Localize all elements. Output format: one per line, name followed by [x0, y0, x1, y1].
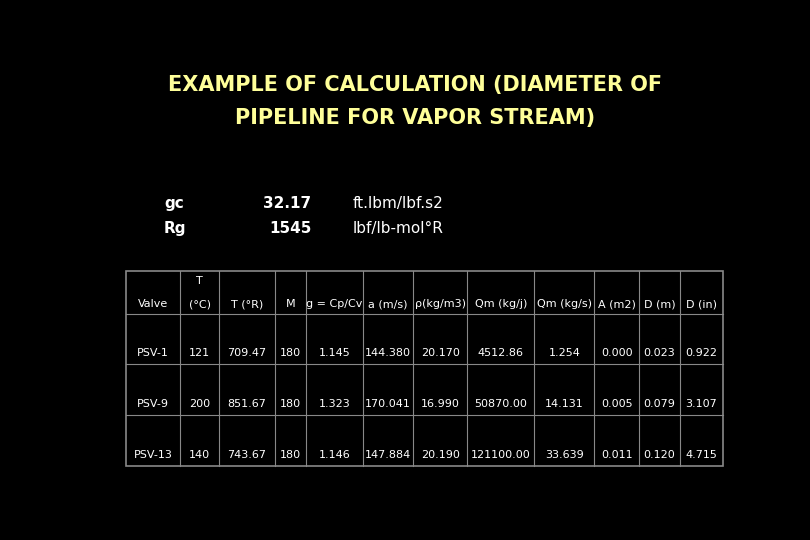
Text: 1.254: 1.254 [548, 348, 580, 358]
Text: 50870.00: 50870.00 [475, 399, 527, 409]
Text: 1.145: 1.145 [318, 348, 351, 358]
Text: 16.990: 16.990 [421, 399, 459, 409]
Text: 4512.86: 4512.86 [478, 348, 524, 358]
Text: 0.120: 0.120 [644, 450, 676, 460]
Text: D (m): D (m) [644, 299, 676, 309]
Text: 121100.00: 121100.00 [471, 450, 531, 460]
Text: 144.380: 144.380 [365, 348, 411, 358]
Text: 743.67: 743.67 [228, 450, 266, 460]
Text: 0.011: 0.011 [601, 450, 633, 460]
Text: 14.131: 14.131 [545, 399, 584, 409]
Text: Qm (kg/j): Qm (kg/j) [475, 299, 527, 309]
Text: 0.023: 0.023 [644, 348, 676, 358]
Text: 200: 200 [189, 399, 210, 409]
Text: g = Cp/Cv: g = Cp/Cv [306, 299, 363, 309]
Text: T (°R): T (°R) [231, 299, 263, 309]
Text: 0.079: 0.079 [644, 399, 676, 409]
Text: Rg: Rg [164, 221, 186, 236]
Text: T: T [196, 276, 203, 286]
Text: 1.323: 1.323 [318, 399, 351, 409]
Text: 0.922: 0.922 [685, 348, 718, 358]
Text: 0.000: 0.000 [601, 348, 633, 358]
Text: 121: 121 [189, 348, 210, 358]
Text: 709.47: 709.47 [228, 348, 266, 358]
Text: 4.715: 4.715 [685, 450, 718, 460]
Text: 147.884: 147.884 [364, 450, 411, 460]
Text: 170.041: 170.041 [365, 399, 411, 409]
Text: 33.639: 33.639 [545, 450, 584, 460]
Text: PSV-13: PSV-13 [134, 450, 173, 460]
Text: 1545: 1545 [269, 221, 312, 236]
Text: lbf/lb-mol°R: lbf/lb-mol°R [352, 221, 443, 236]
Text: 0.005: 0.005 [601, 399, 633, 409]
Text: 851.67: 851.67 [228, 399, 266, 409]
Text: PIPELINE FOR VAPOR STREAM): PIPELINE FOR VAPOR STREAM) [235, 109, 595, 129]
Text: M: M [286, 299, 296, 309]
Text: Valve: Valve [139, 299, 168, 309]
Text: 32.17: 32.17 [263, 196, 312, 211]
Text: Qm (kg/s): Qm (kg/s) [537, 299, 592, 309]
Text: ρ(kg/m3): ρ(kg/m3) [415, 299, 466, 309]
Text: ft.lbm/lbf.s2: ft.lbm/lbf.s2 [352, 196, 443, 211]
Text: 140: 140 [189, 450, 210, 460]
Text: PSV-1: PSV-1 [138, 348, 169, 358]
Text: 180: 180 [280, 399, 301, 409]
Text: 1.146: 1.146 [318, 450, 351, 460]
Text: 180: 180 [280, 348, 301, 358]
Text: D (in): D (in) [686, 299, 717, 309]
Text: a (m/s): a (m/s) [369, 299, 407, 309]
Text: PSV-9: PSV-9 [137, 399, 169, 409]
Text: gc: gc [164, 196, 184, 211]
Text: 3.107: 3.107 [685, 399, 718, 409]
Text: 180: 180 [280, 450, 301, 460]
Text: EXAMPLE OF CALCULATION (DIAMETER OF: EXAMPLE OF CALCULATION (DIAMETER OF [168, 75, 663, 95]
Text: 20.170: 20.170 [421, 348, 459, 358]
Text: A (m2): A (m2) [598, 299, 636, 309]
Text: (°C): (°C) [189, 299, 211, 309]
Text: 20.190: 20.190 [421, 450, 459, 460]
